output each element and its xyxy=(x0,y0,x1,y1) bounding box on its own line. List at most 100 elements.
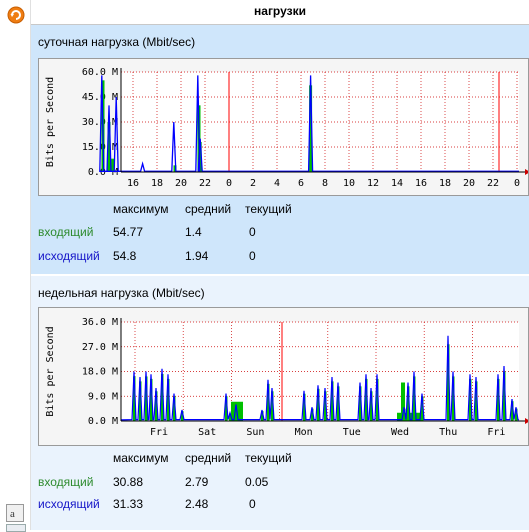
y-tick-label: 9.0 M xyxy=(88,391,118,402)
page-title: нагрузки xyxy=(31,0,529,25)
x-tick-label: 0 xyxy=(226,178,232,189)
x-tick-label: Tue xyxy=(343,427,361,438)
x-tick-label: 12 xyxy=(367,178,379,189)
incoming-spike xyxy=(421,396,424,421)
incoming-spike xyxy=(376,378,379,421)
y-tick-label: 45.0 M xyxy=(82,92,118,103)
col-cur: текущий xyxy=(245,202,292,216)
x-tick-label: 18 xyxy=(151,178,163,189)
out-cur: 0 xyxy=(249,497,256,511)
out-max: 31.33 xyxy=(113,497,144,511)
y-tick-label: 18.0 M xyxy=(82,367,118,378)
incoming-spike xyxy=(324,391,327,421)
weekly-title: недельная нагрузка (Mbit/sec) xyxy=(38,286,205,300)
incoming-spike xyxy=(413,376,416,421)
weekly-chart: Bits per Second 36.0 M 27.0 M 18.0 M 9.0 M 0.… xyxy=(45,317,528,438)
incoming-spike xyxy=(475,381,478,421)
incoming-spike xyxy=(407,386,410,421)
y-axis-label: Bits per Second xyxy=(45,326,56,416)
y-tick-label: 27.0 M xyxy=(82,342,118,353)
incoming-spike xyxy=(133,376,136,421)
left-toolbar: a xyxy=(0,0,31,532)
svg-text:a: a xyxy=(10,508,15,520)
out-max: 54.8 xyxy=(113,249,137,263)
x-tick-label: 16 xyxy=(127,178,139,189)
x-tick-label: 22 xyxy=(487,178,499,189)
out-avg: 2.48 xyxy=(185,497,209,511)
x-tick-label: 16 xyxy=(415,178,427,189)
in-label: входящий xyxy=(38,475,94,489)
incoming-spike xyxy=(139,381,142,421)
out-label: исходящий xyxy=(38,497,100,511)
daily-title: суточная нагрузка (Mbit/sec) xyxy=(38,35,196,49)
x-tick-label: 20 xyxy=(463,178,475,189)
in-cur: 0 xyxy=(249,225,256,239)
y-tick-label: 36.0 M xyxy=(82,317,118,328)
incoming-spike xyxy=(271,391,274,421)
incoming-spike xyxy=(309,85,313,172)
incoming-spike xyxy=(511,401,514,421)
incoming-spike xyxy=(181,411,184,421)
incoming-spike xyxy=(261,411,264,421)
x-axis-arrow xyxy=(525,418,528,424)
x-tick-label: 2 xyxy=(250,178,256,189)
weekly-graph: Bits per Second 36.0 M 27.0 M 18.0 M 9.0 M 0.… xyxy=(38,307,529,446)
x-tick-label: Mon xyxy=(295,427,313,438)
resize-handle[interactable] xyxy=(6,524,26,532)
x-tick-label: Sun xyxy=(246,427,264,438)
in-avg: 1.4 xyxy=(185,225,202,239)
col-max: максимум xyxy=(113,202,169,216)
incoming-spike xyxy=(167,378,170,421)
incoming-spike xyxy=(365,378,368,421)
out-cur: 0 xyxy=(249,249,256,263)
x-tick-label: 10 xyxy=(343,178,355,189)
incoming-spike xyxy=(198,142,202,172)
y-tick-label: 60.0 M xyxy=(82,67,118,78)
incoming-spike xyxy=(515,408,518,421)
x-tick-label: 14 xyxy=(391,178,403,189)
incoming-spike xyxy=(145,376,148,421)
x-tick-label: Fri xyxy=(150,427,168,438)
y-axis-label: Bits per Second xyxy=(45,77,56,167)
incoming-spike xyxy=(317,388,320,421)
incoming-spike xyxy=(229,413,232,421)
incoming-spike xyxy=(370,391,373,421)
x-tick-label: Thu xyxy=(439,427,457,438)
incoming-spike xyxy=(311,408,314,421)
incoming-spike xyxy=(150,378,153,421)
incoming-spike xyxy=(225,396,228,421)
incoming-spike xyxy=(155,391,158,421)
in-avg: 2.79 xyxy=(185,475,209,489)
incoming-spike xyxy=(267,383,270,421)
incoming-spike xyxy=(111,158,115,172)
x-tick-label: 8 xyxy=(322,178,328,189)
col-avg: средний xyxy=(185,451,232,465)
daily-load-panel: суточная нагрузка (Mbit/sec) Bits per Se… xyxy=(31,25,529,274)
x-tick-label: Sat xyxy=(198,427,216,438)
incoming-spike xyxy=(497,378,500,421)
incoming-spike xyxy=(452,376,455,421)
x-tick-label: 20 xyxy=(175,178,187,189)
x-tick-label: 22 xyxy=(199,178,211,189)
refresh-icon[interactable] xyxy=(7,6,25,24)
text-icon[interactable]: a xyxy=(6,504,24,522)
incoming-spike xyxy=(331,381,334,421)
in-label: входящий xyxy=(38,225,94,239)
col-avg: средний xyxy=(185,202,232,216)
main-content: нагрузки суточная нагрузка (Mbit/sec) Bi… xyxy=(31,0,529,530)
x-tick-label: 6 xyxy=(298,178,304,189)
incoming-spike xyxy=(173,396,176,421)
outgoing-line xyxy=(99,75,519,172)
outgoing-line xyxy=(120,335,520,421)
col-max: максимум xyxy=(113,451,169,465)
in-cur: 0.05 xyxy=(245,475,269,489)
incoming-spike xyxy=(359,386,362,421)
incoming-block xyxy=(401,382,405,421)
out-label: исходящий xyxy=(38,249,100,263)
col-cur: текущий xyxy=(245,451,292,465)
incoming-spike xyxy=(447,344,450,421)
out-avg: 1.94 xyxy=(185,249,209,263)
weekly-load-panel: недельная нагрузка (Mbit/sec) Bits per S… xyxy=(31,276,529,530)
incoming-spike xyxy=(469,378,472,421)
